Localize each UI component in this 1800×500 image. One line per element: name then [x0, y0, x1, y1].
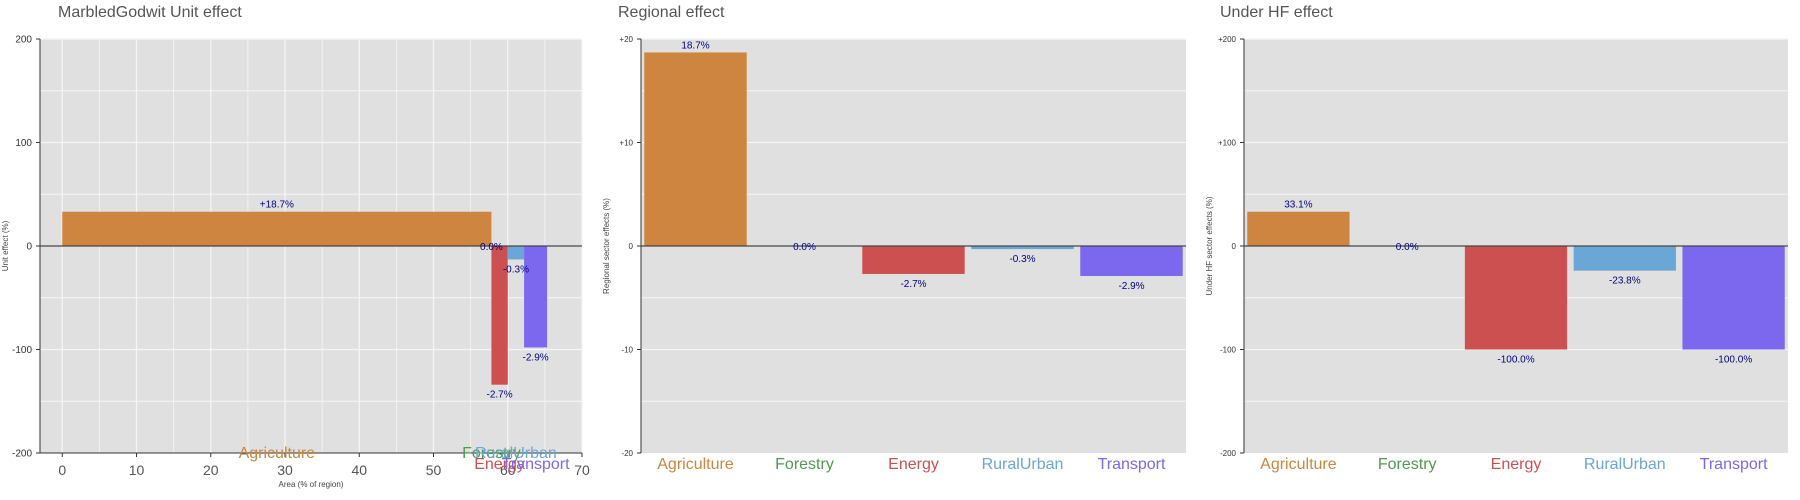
unit-x-tick-label: 60: [500, 462, 516, 478]
regional-category-label-forestry: Forestry: [775, 456, 834, 473]
unit-chart-title: MarbledGodwit Unit effect: [58, 4, 242, 21]
regional-data-label-energy: -2.7%: [900, 279, 926, 290]
regional-category-label-transport: Transport: [1098, 456, 1166, 473]
unit-x-tick-label: 0: [58, 462, 66, 478]
regional-chart-title: Regional effect: [618, 4, 725, 21]
unit-category-label-ruralurban: RuralUrban: [475, 445, 557, 462]
regional-y-tick-label: 0: [629, 242, 634, 251]
unit-bar-agriculture: [62, 211, 492, 246]
underhf-data-label-transport: -100.0%: [1715, 355, 1752, 366]
unit-x-tick-label: 70: [574, 462, 590, 478]
unit-x-tick-label: 40: [351, 462, 367, 478]
regional-y-tick-label: -10: [621, 345, 633, 354]
unit-x-tick-label: 30: [277, 462, 293, 478]
underhf-data-label-energy: -100.0%: [1497, 355, 1534, 366]
regional-bar-agriculture: [644, 52, 747, 246]
underhf-category-label-forestry: Forestry: [1378, 456, 1437, 473]
underhf-chart-title: Under HF effect: [1220, 4, 1333, 21]
regional-bar-energy: [862, 246, 965, 274]
unit-data-label-forestry: 0.0%: [480, 242, 503, 253]
unit-x-tick-label: 10: [129, 462, 145, 478]
underhf-y-tick-label: +200: [1218, 35, 1237, 44]
regional-data-label-forestry: 0.0%: [793, 242, 816, 253]
regional-data-label-transport: -2.9%: [1118, 281, 1144, 292]
unit-y-tick-label: -200: [12, 449, 32, 460]
unit-data-label-energy: -2.7%: [487, 390, 513, 401]
regional-bar-ruralurban: [971, 246, 1074, 250]
regional-y-tick-label: -20: [621, 449, 633, 458]
underhf-category-label-ruralurban: RuralUrban: [1584, 456, 1666, 473]
unit-data-label-agriculture: +18.7%: [260, 200, 294, 211]
underhf-bar-ruralurban: [1573, 246, 1676, 271]
regional-y-tick-label: +10: [619, 138, 633, 147]
unit-x-axis-label: Area (% of region): [279, 480, 344, 489]
underhf-category-label-agriculture: Agriculture: [1260, 456, 1337, 473]
unit-data-label-transport: -2.9%: [523, 352, 549, 363]
regional-category-label-agriculture: Agriculture: [657, 456, 734, 473]
unit-bar-ruralurban: [507, 246, 525, 260]
underhf-y-tick-label: -200: [1220, 449, 1237, 458]
regional-category-label-ruralurban: RuralUrban: [982, 456, 1064, 473]
unit-category-label-transport: Transport: [502, 456, 570, 473]
unit-y-axis-label: Unit effect (%): [1, 220, 10, 271]
underhf-data-label-forestry: 0.0%: [1396, 242, 1419, 253]
regional-data-label-ruralurban: -0.3%: [1009, 254, 1035, 265]
regional-bar-transport: [1080, 246, 1183, 277]
underhf-y-tick-label: -100: [1220, 345, 1237, 354]
underhf-category-label-transport: Transport: [1700, 456, 1768, 473]
unit-x-tick-label: 50: [426, 462, 442, 478]
regional-y-axis-label: Regional sector effects (%): [602, 198, 611, 294]
regional-y-tick-label: +20: [619, 35, 633, 44]
unit-y-tick-label: -100: [12, 345, 32, 356]
regional-data-label-agriculture: 18.7%: [681, 40, 709, 51]
underhf-y-axis-label: Under HF sector effects (%): [1205, 196, 1214, 295]
underhf-bar-energy: [1464, 246, 1568, 350]
underhf-category-label-energy: Energy: [1491, 456, 1542, 473]
unit-y-tick-label: 0: [26, 242, 32, 253]
unit-bar-transport: [524, 246, 548, 348]
underhf-bar-agriculture: [1247, 211, 1350, 246]
unit-category-label-agriculture: Agriculture: [239, 445, 316, 462]
unit-x-tick-label: 20: [203, 462, 219, 478]
underhf-y-tick-label: +100: [1218, 138, 1237, 147]
unit-category-label-energy: Energy: [474, 456, 525, 473]
underhf-data-label-ruralurban: -23.8%: [1609, 276, 1641, 287]
underhf-y-tick-label: 0: [1232, 242, 1237, 251]
underhf-data-label-agriculture: 33.1%: [1284, 200, 1312, 211]
unit-bar-energy: [491, 246, 508, 385]
unit-data-label-ruralurban: -0.3%: [503, 264, 529, 275]
underhf-bar-transport: [1682, 246, 1785, 350]
unit-y-tick-label: 200: [15, 35, 32, 46]
unit-y-tick-label: 100: [15, 138, 32, 149]
regional-category-label-energy: Energy: [888, 456, 939, 473]
unit-category-label-forestry: Forestry: [462, 445, 521, 462]
